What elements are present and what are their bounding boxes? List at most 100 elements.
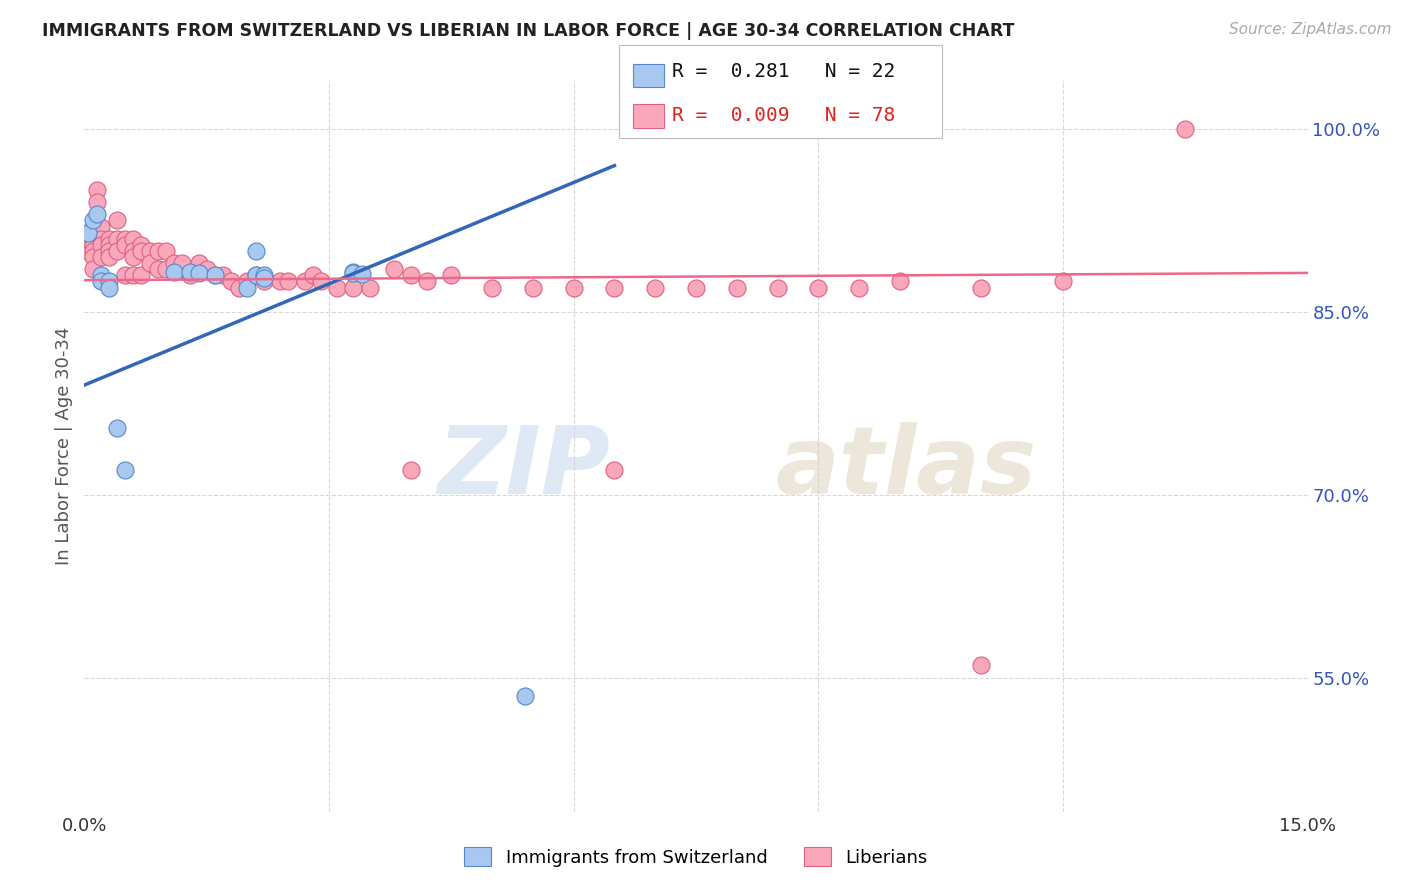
Point — [269, 274, 291, 288]
Point — [90, 268, 112, 283]
Point — [82, 213, 104, 227]
Point — [155, 244, 177, 258]
Point — [97, 250, 120, 264]
Point — [236, 280, 259, 294]
Text: Source: ZipAtlas.com: Source: ZipAtlas.com — [1229, 22, 1392, 37]
Point — [603, 280, 626, 294]
Point — [97, 238, 120, 252]
Text: atlas: atlas — [776, 422, 1036, 514]
Point — [228, 280, 250, 294]
Point — [146, 244, 169, 258]
Point — [245, 244, 267, 258]
Point — [138, 244, 160, 258]
Point — [889, 274, 911, 288]
Point — [970, 658, 993, 673]
Point — [105, 244, 128, 258]
Point — [399, 268, 422, 283]
Point — [179, 265, 201, 279]
Point — [481, 280, 503, 294]
Point — [82, 238, 104, 252]
Point — [90, 250, 112, 264]
Point — [82, 244, 104, 258]
Point — [253, 268, 276, 283]
Point — [114, 232, 136, 246]
Point — [97, 280, 120, 294]
Point — [82, 250, 104, 264]
Point — [114, 268, 136, 283]
Point — [114, 238, 136, 252]
Point — [187, 256, 209, 270]
Point — [97, 232, 120, 246]
Point — [1052, 274, 1074, 288]
Point — [848, 280, 870, 294]
Point — [172, 256, 194, 270]
Point — [122, 268, 145, 283]
Point — [82, 232, 104, 246]
Point — [105, 213, 128, 227]
Point — [236, 274, 259, 288]
Point — [138, 256, 160, 270]
Point — [342, 265, 364, 279]
Point — [359, 280, 381, 294]
Point — [513, 689, 536, 703]
Point — [179, 268, 201, 283]
Point — [187, 266, 209, 280]
Point — [204, 268, 226, 283]
Legend: Immigrants from Switzerland, Liberians: Immigrants from Switzerland, Liberians — [456, 838, 936, 876]
Point — [90, 274, 112, 288]
Point — [399, 463, 422, 477]
Point — [350, 267, 373, 281]
Point — [440, 268, 463, 283]
Text: ZIP: ZIP — [437, 422, 610, 514]
Point — [277, 274, 299, 288]
Point — [146, 262, 169, 277]
Point — [155, 262, 177, 277]
Text: IMMIGRANTS FROM SWITZERLAND VS LIBERIAN IN LABOR FORCE | AGE 30-34 CORRELATION C: IMMIGRANTS FROM SWITZERLAND VS LIBERIAN … — [42, 22, 1015, 40]
Point — [219, 274, 242, 288]
Text: R =  0.009   N = 78: R = 0.009 N = 78 — [672, 106, 896, 126]
Point — [90, 232, 112, 246]
Text: R =  0.281   N = 22: R = 0.281 N = 22 — [672, 62, 896, 81]
Point — [342, 266, 364, 280]
Point — [326, 280, 349, 294]
Point — [86, 183, 108, 197]
Point — [253, 274, 276, 288]
Point — [807, 280, 830, 294]
Point — [644, 280, 666, 294]
Point — [86, 195, 108, 210]
Point — [97, 244, 120, 258]
Point — [416, 274, 439, 288]
Point — [163, 265, 186, 279]
Point — [212, 268, 235, 283]
Point — [77, 232, 100, 246]
Point — [82, 219, 104, 234]
Point — [382, 262, 405, 277]
Point — [725, 280, 748, 294]
Point — [301, 268, 323, 283]
Point — [131, 238, 153, 252]
Point — [86, 207, 108, 221]
Y-axis label: In Labor Force | Age 30-34: In Labor Force | Age 30-34 — [55, 326, 73, 566]
Point — [131, 244, 153, 258]
Point — [82, 226, 104, 240]
Point — [204, 268, 226, 283]
Point — [90, 219, 112, 234]
Point — [195, 262, 218, 277]
Point — [309, 274, 332, 288]
Point — [82, 262, 104, 277]
Point — [122, 244, 145, 258]
Point — [253, 270, 276, 285]
Point — [245, 268, 267, 283]
Point — [1174, 122, 1197, 136]
Point — [970, 280, 993, 294]
Point — [90, 238, 112, 252]
Point — [562, 280, 585, 294]
Point — [522, 280, 544, 294]
Point — [131, 268, 153, 283]
Point — [114, 463, 136, 477]
Point — [245, 268, 267, 283]
Point — [294, 274, 316, 288]
Point — [603, 463, 626, 477]
Point — [105, 421, 128, 435]
Point — [76, 244, 98, 258]
